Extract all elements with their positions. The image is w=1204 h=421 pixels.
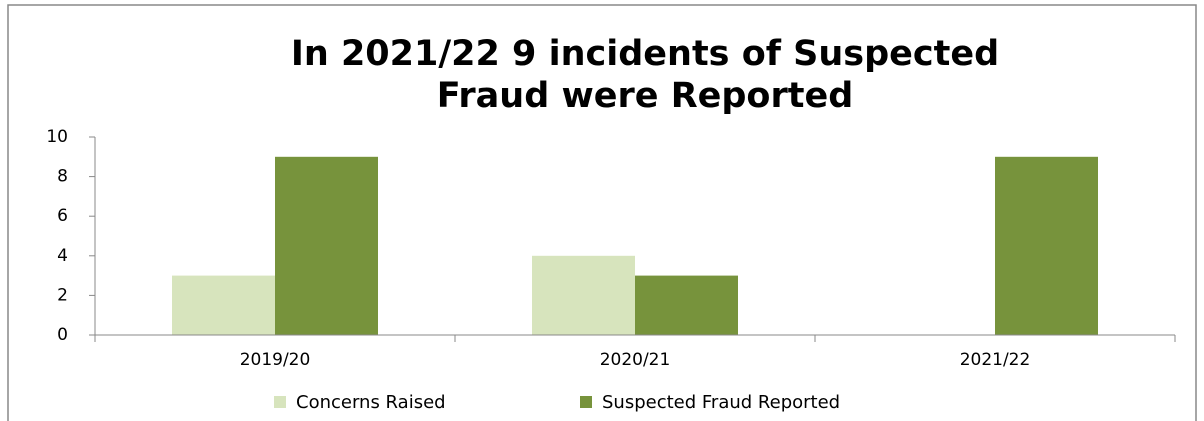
legend-swatch	[580, 396, 592, 408]
chart-title: In 2021/22 9 incidents of Suspected	[291, 34, 999, 74]
y-tick-label: 2	[57, 285, 68, 305]
bar	[532, 255, 635, 335]
y-tick-label: 4	[57, 246, 68, 266]
bar	[275, 156, 378, 335]
frame	[7, 4, 1197, 421]
chart-title: Fraud were Reported	[437, 76, 854, 116]
y-tick-label: 10	[46, 127, 68, 147]
x-tick-label: 2021/22	[960, 350, 1031, 370]
y-tick-label: 8	[57, 167, 68, 187]
legend-swatch	[274, 396, 286, 408]
bar	[172, 275, 275, 335]
x-tick-label: 2019/20	[240, 350, 311, 370]
legend-label: Concerns Raised	[296, 392, 446, 413]
y-tick-label: 6	[57, 206, 68, 226]
x-tick-label: 2020/21	[600, 350, 671, 370]
bar	[995, 156, 1098, 335]
legend-label: Suspected Fraud Reported	[602, 392, 840, 413]
bar	[635, 275, 738, 335]
y-tick-label: 0	[57, 325, 68, 345]
